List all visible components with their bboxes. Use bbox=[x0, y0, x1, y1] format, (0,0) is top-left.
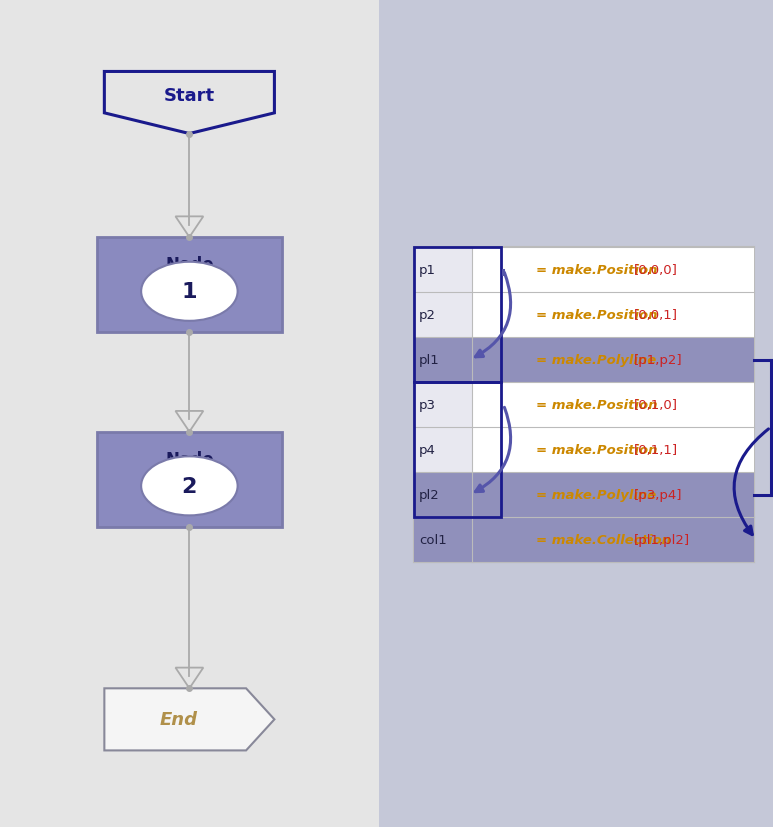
Text: [0,0,1]: [0,0,1] bbox=[634, 309, 678, 322]
Text: p2: p2 bbox=[419, 309, 436, 322]
Text: [p1,p2]: [p1,p2] bbox=[634, 354, 683, 367]
Bar bbox=[414, 518, 754, 562]
Text: = make.Position: = make.Position bbox=[536, 399, 657, 412]
Text: = make.Position: = make.Position bbox=[536, 264, 657, 277]
Bar bbox=[97, 432, 282, 528]
Text: End: End bbox=[160, 710, 198, 729]
Polygon shape bbox=[104, 688, 274, 751]
Bar bbox=[414, 518, 472, 562]
Bar bbox=[414, 428, 754, 472]
Ellipse shape bbox=[141, 262, 237, 322]
Bar bbox=[414, 472, 472, 518]
Text: p1: p1 bbox=[419, 264, 436, 277]
Bar bbox=[414, 338, 754, 383]
Bar bbox=[414, 248, 501, 383]
Bar bbox=[414, 383, 472, 428]
Text: = make.Polyline: = make.Polyline bbox=[536, 489, 656, 501]
Text: Node: Node bbox=[165, 256, 213, 274]
Bar bbox=[414, 428, 472, 472]
Text: 2: 2 bbox=[182, 476, 197, 496]
Bar bbox=[414, 472, 754, 518]
Text: p4: p4 bbox=[419, 443, 436, 457]
Bar bbox=[414, 248, 754, 293]
Bar bbox=[414, 383, 754, 428]
Text: Start: Start bbox=[164, 87, 215, 104]
Bar bbox=[0, 0, 379, 827]
Text: = make.Position: = make.Position bbox=[536, 443, 657, 457]
Text: [p3,p4]: [p3,p4] bbox=[634, 489, 683, 501]
Bar bbox=[414, 248, 472, 293]
Text: pl2: pl2 bbox=[419, 489, 440, 501]
Bar bbox=[414, 293, 754, 338]
Bar bbox=[414, 383, 501, 518]
Text: = make.Polyline: = make.Polyline bbox=[536, 354, 656, 367]
Bar bbox=[379, 0, 773, 827]
Text: pl1: pl1 bbox=[419, 354, 440, 367]
Text: 1: 1 bbox=[182, 282, 197, 302]
Text: [0,1,0]: [0,1,0] bbox=[634, 399, 678, 412]
Text: [0,0,0]: [0,0,0] bbox=[634, 264, 678, 277]
Bar bbox=[414, 293, 472, 338]
Text: [0,1,1]: [0,1,1] bbox=[634, 443, 678, 457]
Bar bbox=[414, 338, 472, 383]
Text: p3: p3 bbox=[419, 399, 436, 412]
Polygon shape bbox=[104, 73, 274, 134]
Text: Node: Node bbox=[165, 450, 213, 468]
Text: = make.Collection: = make.Collection bbox=[536, 533, 671, 547]
Ellipse shape bbox=[141, 457, 237, 516]
Text: [pl1,pl2]: [pl1,pl2] bbox=[634, 533, 690, 547]
Text: = make.Position: = make.Position bbox=[536, 309, 657, 322]
Text: col1: col1 bbox=[419, 533, 447, 547]
Bar bbox=[414, 248, 754, 562]
Bar bbox=[97, 238, 282, 332]
